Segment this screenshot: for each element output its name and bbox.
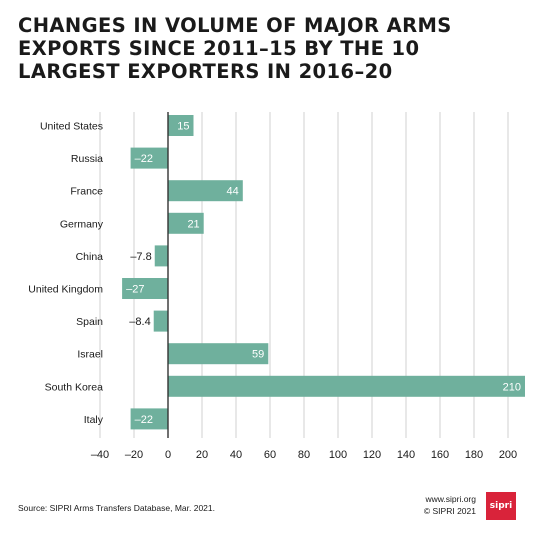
x-tick-label: 140 — [397, 449, 415, 461]
value-label: –27 — [126, 284, 144, 296]
bar — [154, 245, 168, 267]
value-label: –22 — [135, 414, 153, 426]
category-label: United States — [40, 121, 103, 133]
value-label: 21 — [187, 218, 199, 230]
x-tick-label: 0 — [165, 449, 171, 461]
copyright-text: © SIPRI 2021 — [423, 506, 476, 516]
bar — [168, 343, 269, 365]
x-tick-label: 200 — [499, 449, 517, 461]
bar — [168, 115, 194, 136]
value-label: –7.8 — [130, 251, 151, 263]
sipri-logo: sipri — [486, 492, 516, 520]
category-label: South Korea — [45, 381, 104, 393]
title-line-2: EXPORTS SINCE 2011–15 BY THE 10 — [18, 37, 420, 60]
publisher-info: www.sipri.org © SIPRI 2021 — [424, 493, 476, 517]
value-label: –8.4 — [129, 316, 150, 328]
x-tick-label: 180 — [465, 449, 483, 461]
bar — [168, 180, 243, 202]
value-label: 15 — [177, 121, 189, 133]
value-label: –22 — [135, 153, 153, 165]
x-tick-label: 160 — [431, 449, 449, 461]
category-label: Italy — [84, 414, 104, 426]
category-label: Israel — [77, 349, 103, 361]
bar — [153, 310, 168, 332]
bar — [130, 147, 168, 169]
x-tick-label: 40 — [230, 449, 242, 461]
category-label: Germany — [60, 218, 104, 230]
title-line-3: LARGEST EXPORTERS IN 2016–20 — [18, 60, 393, 83]
category-label: China — [76, 251, 104, 263]
bar — [168, 375, 525, 397]
x-tick-label: 60 — [264, 449, 276, 461]
labels: –40 –20 0 20 40 60 80 100 120 140 160 180 200 United … — [28, 121, 521, 462]
bars — [122, 115, 525, 430]
category-label: Spain — [76, 316, 103, 328]
website-link[interactable]: www.sipri.org — [425, 494, 476, 504]
x-tick-label: –20 — [125, 449, 143, 461]
title-line-1: CHANGES IN VOLUME OF MAJOR ARMS — [18, 14, 452, 37]
value-label: 210 — [503, 381, 521, 393]
x-tick-label: 120 — [363, 449, 381, 461]
logo-text: sipri — [489, 501, 513, 511]
category-label: Russia — [71, 153, 103, 165]
x-tick-label: 20 — [196, 449, 208, 461]
chart-title: CHANGES IN VOLUME OF MAJOR ARMS EXPORTS … — [18, 14, 528, 83]
x-tick-label: 80 — [298, 449, 310, 461]
category-label: France — [70, 186, 103, 198]
bar — [130, 408, 168, 430]
x-tick-label: 100 — [329, 449, 347, 461]
category-label: United Kingdom — [28, 284, 103, 296]
value-label: 44 — [227, 186, 239, 198]
source-note: Source: SIPRI Arms Transfers Database, M… — [18, 503, 216, 513]
bar — [168, 212, 204, 234]
x-tick-label: –40 — [91, 449, 109, 461]
bar — [122, 278, 168, 299]
value-label: 59 — [252, 349, 264, 361]
